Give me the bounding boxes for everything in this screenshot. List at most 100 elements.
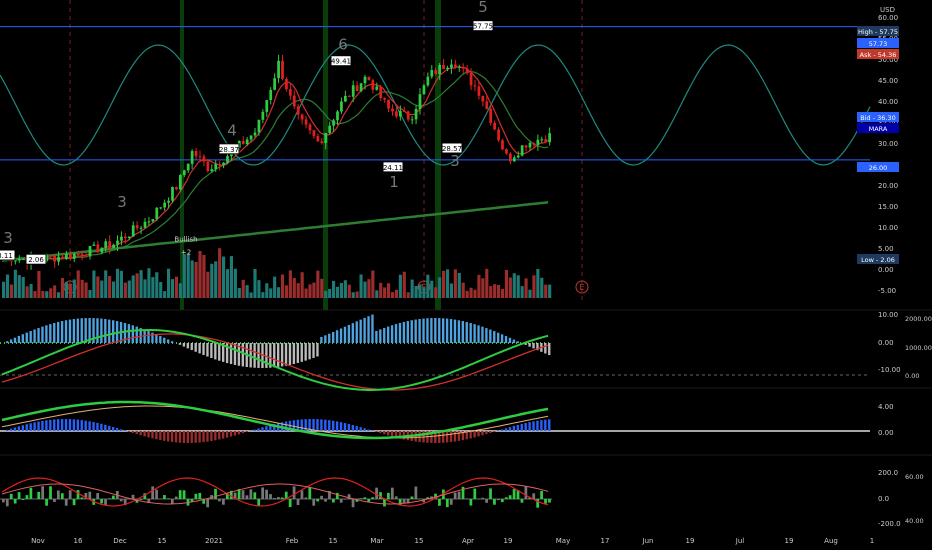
osc1-hist: [104, 319, 107, 343]
candle-body: [190, 151, 194, 164]
volume-bar: [273, 276, 277, 298]
volume-bar: [178, 283, 182, 298]
volume-bar: [119, 270, 123, 298]
oscillator-1: 10.00 0.00 -10.00 2000.00 1000.00 0.00: [0, 311, 932, 391]
volume-bar: [92, 270, 96, 298]
volume-bar: [245, 285, 249, 298]
osc1-hist: [237, 343, 241, 366]
osc3-hist: [284, 491, 288, 499]
price-label-box: [472, 20, 494, 32]
osc1-hist: [17, 335, 21, 343]
osc3-hist: [60, 493, 64, 499]
candle-body: [347, 95, 351, 97]
osc1-hist: [68, 319, 72, 343]
candle-body: [104, 241, 108, 248]
osc3-hist: [516, 490, 520, 499]
osc3-hist: [139, 499, 143, 500]
candle-body: [328, 125, 332, 133]
osc2-hist: [96, 422, 99, 431]
osc3-hist: [265, 489, 268, 499]
osc1-hist: [170, 341, 174, 343]
osc3-hist: [508, 495, 512, 499]
osc2-hist: [104, 424, 107, 431]
price-tick: 10.00: [878, 224, 898, 232]
osc3-hist: [347, 494, 351, 499]
osc2-hist: [135, 431, 138, 435]
osc2-hist: [25, 424, 28, 431]
date-tick: Feb: [286, 537, 299, 545]
osc1-hist: [76, 318, 79, 343]
volume-bar: [45, 291, 49, 298]
osc3-hist: [202, 499, 206, 504]
date-tick: 1: [870, 537, 874, 545]
candle-body: [120, 236, 123, 241]
osc1-hist: [167, 339, 170, 343]
osc2-hist: [41, 420, 44, 431]
candle-body: [53, 256, 57, 262]
osc1-hist: [5, 341, 9, 343]
osc2-hist: [343, 423, 347, 431]
currency-label: USD: [880, 6, 895, 14]
osc3-hist: [359, 498, 363, 499]
osc1-hist: [493, 331, 496, 343]
volume-bar: [477, 274, 481, 298]
volume-bar: [304, 288, 308, 298]
volume-bar: [508, 277, 512, 298]
osc2-hist: [312, 419, 315, 431]
osc2-hist: [100, 423, 103, 431]
volume-bar: [461, 282, 465, 298]
price-label-text: 28.37: [219, 146, 239, 154]
osc1-hist: [308, 343, 311, 360]
candle-body: [465, 68, 469, 74]
osc1-hist: [351, 323, 354, 343]
osc1-hist: [548, 343, 551, 356]
osc3-hist: [304, 497, 308, 499]
osc3-tick: -200.0: [878, 520, 901, 528]
volume-bar: [371, 270, 375, 298]
osc3-hist: [218, 499, 221, 502]
osc3-hist: [253, 492, 257, 499]
osc2-signal: [1, 405, 549, 439]
volume-bar: [430, 280, 434, 298]
osc2-hist: [92, 422, 95, 431]
osc2-hist: [33, 422, 36, 431]
osc2-hist: [241, 431, 244, 434]
osc2-hist: [536, 420, 539, 431]
osc1-hist: [218, 343, 221, 361]
osc1-hist: [135, 326, 138, 343]
osc3-hist: [194, 493, 198, 499]
osc2-hist: [233, 431, 237, 436]
candle-body: [186, 163, 190, 171]
osc1-hist: [182, 343, 186, 347]
candle-body: [438, 64, 442, 75]
osc2-hist: [21, 425, 24, 431]
volume-bar: [5, 274, 10, 298]
volume-bar: [504, 269, 508, 298]
volume-bar: [225, 269, 230, 298]
date-tick: Jun: [642, 537, 654, 545]
osc2-hist: [88, 421, 91, 431]
osc3-hist: [473, 488, 477, 499]
osc1-hist: [367, 316, 370, 343]
osc3-hist: [457, 491, 461, 499]
volume-bar: [351, 292, 355, 298]
volume-bar: [100, 280, 104, 298]
osc1-hist: [64, 320, 68, 343]
osc3-hist: [367, 499, 371, 502]
volume-bar: [182, 254, 186, 298]
candle-body: [544, 139, 548, 143]
price-labels: 3.11 2.06 28.37 49.41 24.11 28.57 57.75 3 3 4 6 1 3 5…: [0, 0, 494, 265]
date-tick: Aug: [824, 537, 838, 545]
candle-body: [127, 236, 131, 239]
osc2-hist: [351, 424, 354, 431]
wave-label: 4: [227, 122, 237, 140]
osc2-hist: [477, 431, 480, 437]
price-badge-text: MARA: [869, 125, 888, 133]
price-label-text: 28.57: [442, 145, 462, 153]
osc1-hist: [536, 343, 539, 351]
osc1-hist: [481, 326, 484, 343]
volume-bar: [296, 283, 300, 298]
price-badge: [857, 112, 899, 122]
green-band: [180, 0, 184, 310]
volume-bar: [532, 275, 536, 298]
